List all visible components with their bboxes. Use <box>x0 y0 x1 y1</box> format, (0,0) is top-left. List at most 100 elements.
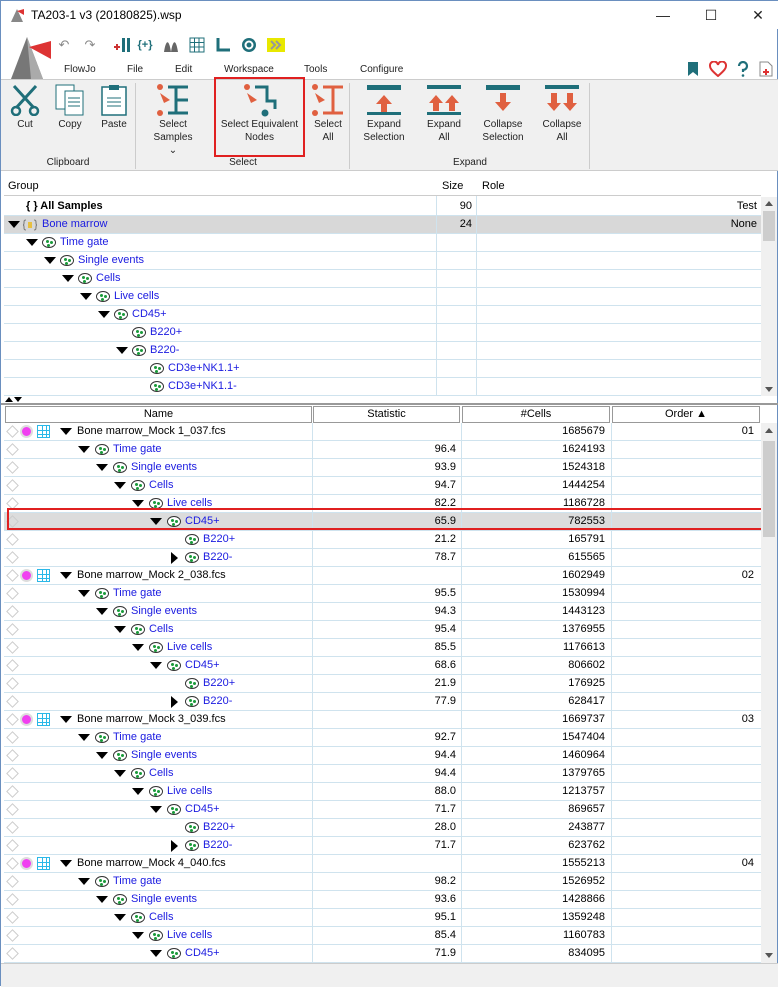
expand-triangle-icon[interactable] <box>98 311 110 318</box>
table-row[interactable]: Live cells 85.4 1160783 <box>4 927 761 945</box>
samples-scrollbar[interactable] <box>761 423 777 963</box>
bookmark-icon[interactable] <box>687 61 699 77</box>
expand-triangle-icon[interactable] <box>8 221 20 228</box>
group-row[interactable]: Live cells <box>4 288 761 306</box>
expand-triangle-icon[interactable] <box>96 608 108 615</box>
table-row[interactable]: Bone marrow_Mock 2_038.fcs 1602949 02 <box>4 567 761 585</box>
select-diamond-icon[interactable] <box>6 677 19 690</box>
table-row[interactable]: Single events 94.3 1443123 <box>4 603 761 621</box>
select-diamond-icon[interactable] <box>6 569 19 582</box>
select-diamond-icon[interactable] <box>6 731 19 744</box>
select-diamond-icon[interactable] <box>6 461 19 474</box>
expand-triangle-icon[interactable] <box>44 257 56 264</box>
select-diamond-icon[interactable] <box>6 659 19 672</box>
expand-triangle-icon[interactable] <box>96 752 108 759</box>
layout-grid-icon[interactable] <box>37 569 50 582</box>
menu-file[interactable]: File <box>127 64 144 75</box>
select-diamond-icon[interactable] <box>6 587 19 600</box>
expand-triangle-icon[interactable] <box>96 896 108 903</box>
select-diamond-icon[interactable] <box>6 893 19 906</box>
column-cells[interactable]: #Cells <box>462 406 610 423</box>
table-row[interactable]: Time gate 95.5 1530994 <box>4 585 761 603</box>
column-statistic[interactable]: Statistic <box>313 406 460 423</box>
new-document-icon[interactable] <box>759 61 773 77</box>
expand-triangle-icon[interactable] <box>78 878 90 885</box>
table-icon[interactable] <box>189 37 205 53</box>
sample-color-icon[interactable] <box>20 425 33 438</box>
group-row[interactable]: CD45+ <box>4 306 761 324</box>
group-row[interactable]: CD3e+NK1.1+ <box>4 360 761 378</box>
expand-triangle-icon[interactable] <box>80 293 92 300</box>
column-group[interactable]: Group <box>8 180 39 192</box>
paste-button[interactable]: Paste <box>94 82 134 131</box>
table-row[interactable]: B220+ 21.9 176925 <box>4 675 761 693</box>
table-row[interactable]: Live cells 85.5 1176613 <box>4 639 761 657</box>
table-row[interactable]: B220- 71.7 623762 <box>4 837 761 855</box>
copy-button[interactable]: Copy <box>49 82 91 131</box>
table-row[interactable]: Bone marrow_Mock 4_040.fcs 1555213 04 <box>4 855 761 873</box>
refresh-icon[interactable] <box>241 37 257 53</box>
expand-triangle-icon[interactable] <box>150 662 162 669</box>
layout-grid-icon[interactable] <box>37 425 50 438</box>
expand-triangle-icon[interactable] <box>26 239 38 246</box>
group-row[interactable]: B220+ <box>4 324 761 342</box>
expand-all-button[interactable]: Expand All <box>418 82 470 144</box>
table-row[interactable]: Single events 93.6 1428866 <box>4 891 761 909</box>
table-row[interactable]: Cells 94.4 1379765 <box>4 765 761 783</box>
table-row[interactable]: Live cells 88.0 1213757 <box>4 783 761 801</box>
collapse-selection-button[interactable]: Collapse Selection <box>472 82 534 144</box>
table-row[interactable]: CD45+ 65.9 782553 <box>4 513 761 531</box>
select-diamond-icon[interactable] <box>6 821 19 834</box>
help-icon[interactable] <box>737 61 749 77</box>
expand-selection-button[interactable]: Expand Selection <box>353 82 415 144</box>
menu-edit[interactable]: Edit <box>175 64 193 75</box>
group-row[interactable]: Time gate <box>4 234 761 252</box>
select-all-button[interactable]: Select All <box>307 82 349 144</box>
expand-triangle-icon[interactable] <box>60 716 72 723</box>
expand-triangle-icon[interactable] <box>78 590 90 597</box>
cut-button[interactable]: Cut <box>5 82 45 131</box>
expand-triangle-icon[interactable] <box>60 572 72 579</box>
table-row[interactable]: B220- 78.7 615565 <box>4 549 761 567</box>
column-size[interactable]: Size <box>442 180 464 192</box>
collapse-all-button[interactable]: Collapse All <box>536 82 588 144</box>
scroll-thumb[interactable] <box>763 441 775 537</box>
expand-triangle-icon[interactable] <box>114 482 126 489</box>
layout-grid-icon[interactable] <box>37 857 50 870</box>
table-row[interactable]: CD45+ 71.7 869657 <box>4 801 761 819</box>
layout-grid-icon[interactable] <box>37 713 50 726</box>
select-diamond-icon[interactable] <box>6 785 19 798</box>
expand-triangle-icon[interactable] <box>114 914 126 921</box>
sample-color-icon[interactable] <box>20 713 33 726</box>
scroll-thumb[interactable] <box>763 211 775 241</box>
table-row[interactable]: B220+ 21.2 165791 <box>4 531 761 549</box>
select-diamond-icon[interactable] <box>6 605 19 618</box>
expand-triangle-icon[interactable] <box>114 770 126 777</box>
select-diamond-icon[interactable] <box>6 803 19 816</box>
select-diamond-icon[interactable] <box>6 641 19 654</box>
group-row[interactable]: Bone marrow 24 None <box>4 216 761 234</box>
select-diamond-icon[interactable] <box>6 875 19 888</box>
select-equivalent-nodes-button[interactable]: Select Equivalent Nodes <box>215 82 304 144</box>
expand-triangle-icon[interactable] <box>78 446 90 453</box>
collapsed-triangle-icon[interactable] <box>171 696 178 708</box>
select-diamond-icon[interactable] <box>6 443 19 456</box>
expand-triangle-icon[interactable] <box>62 275 74 282</box>
collapsed-triangle-icon[interactable] <box>171 840 178 852</box>
minimize-button[interactable]: — <box>656 7 670 23</box>
select-diamond-icon[interactable] <box>6 551 19 564</box>
layout-icon[interactable] <box>215 37 231 53</box>
select-diamond-icon[interactable] <box>6 911 19 924</box>
splitter-arrows-icon[interactable] <box>5 397 25 403</box>
expand-triangle-icon[interactable] <box>78 734 90 741</box>
menu-flowjo[interactable]: FlowJo <box>64 64 96 75</box>
close-button[interactable]: ✕ <box>752 7 764 23</box>
table-row[interactable]: Single events 94.4 1460964 <box>4 747 761 765</box>
select-diamond-icon[interactable] <box>6 713 19 726</box>
select-diamond-icon[interactable] <box>6 695 19 708</box>
expand-triangle-icon[interactable] <box>60 860 72 867</box>
column-name[interactable]: Name <box>5 406 312 423</box>
table-row[interactable]: Time gate 92.7 1547404 <box>4 729 761 747</box>
expand-triangle-icon[interactable] <box>132 932 144 939</box>
select-diamond-icon[interactable] <box>6 767 19 780</box>
